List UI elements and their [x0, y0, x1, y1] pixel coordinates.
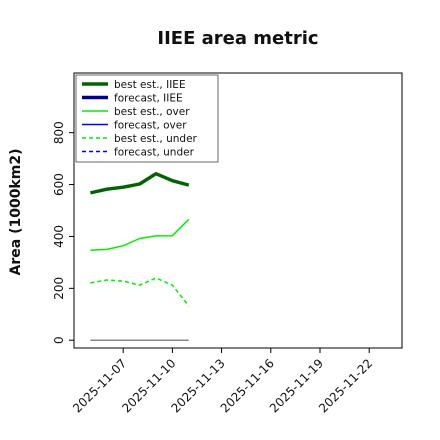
- series-line: [90, 218, 190, 251]
- legend-box: [75, 74, 219, 163]
- y-axis-label: Area (1000km2): [8, 149, 24, 276]
- legend-label: forecast, under: [114, 147, 195, 159]
- plot-area: 02004006008002025-11-072025-11-102025-11…: [52, 72, 403, 415]
- legend-label: best est., under: [114, 133, 198, 145]
- y-tick-label: 200: [52, 277, 66, 300]
- legend-label: best est., over: [114, 106, 190, 118]
- chart-title: IIEE area metric: [157, 28, 318, 49]
- plot-frame: [73, 72, 403, 349]
- y-tick-label: 800: [52, 121, 66, 144]
- y-tick-label: 600: [52, 173, 66, 196]
- series-line: [90, 171, 190, 195]
- legend-label: best est., IIEE: [114, 79, 186, 91]
- y-tick-label: 0: [52, 336, 66, 344]
- y-tick-label: 400: [52, 225, 66, 248]
- series-line: [90, 277, 190, 307]
- legend-label: forecast, IIEE: [114, 93, 183, 105]
- legend-label: forecast, over: [114, 120, 187, 132]
